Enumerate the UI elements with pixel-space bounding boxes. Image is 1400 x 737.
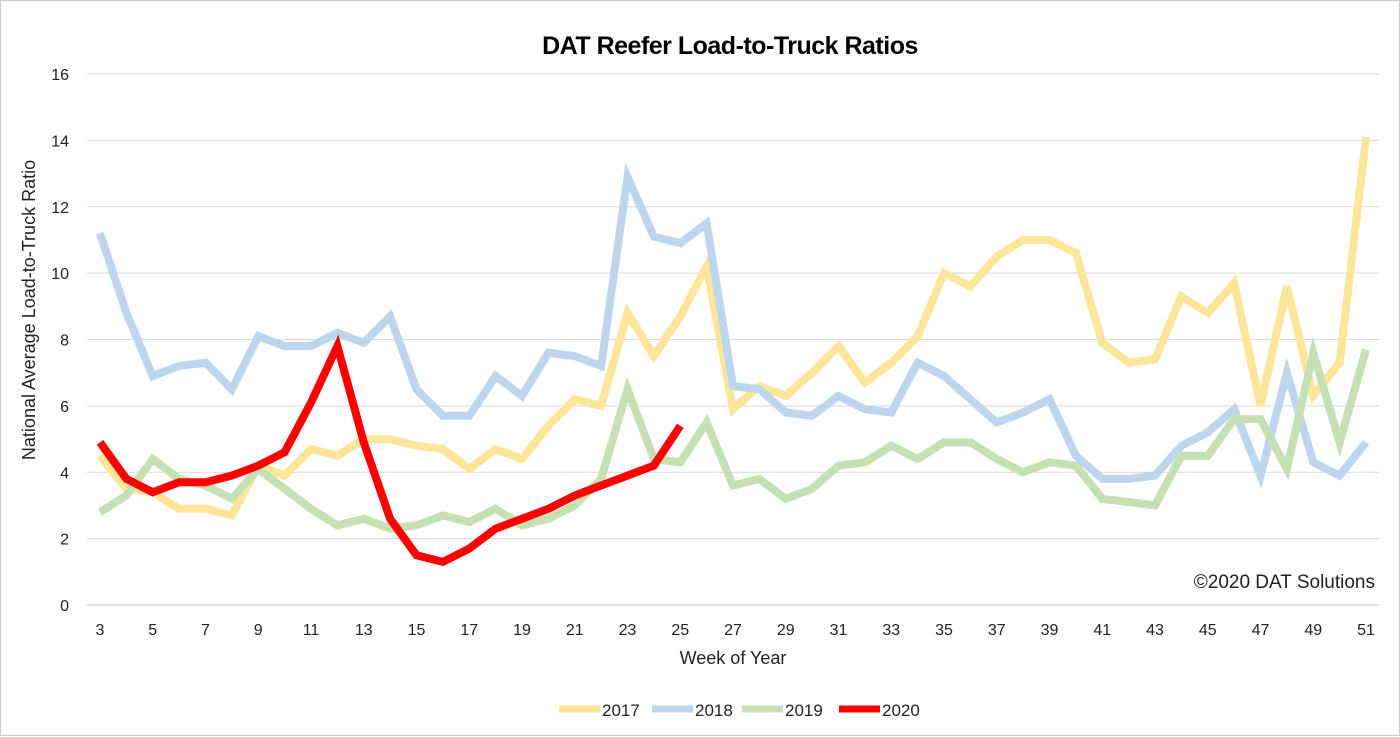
x-tick-label: 35 bbox=[935, 622, 953, 639]
y-axis-ticks: 0 2 4 6 8 10 12 14 16 bbox=[51, 67, 69, 615]
series-line-2019 bbox=[97, 336, 1370, 533]
x-tick-label: 27 bbox=[724, 622, 742, 639]
x-axis-ticks: 3 5 7 9 11 13 15 17 19 21 23 25 27 29 31 33 35 37 39 41 43 45… bbox=[96, 622, 1375, 639]
x-tick-label: 43 bbox=[1146, 622, 1164, 639]
x-tick-label: 37 bbox=[988, 622, 1006, 639]
legend-label-2019: 2019 bbox=[785, 701, 823, 720]
series-line-2020 bbox=[96, 334, 684, 567]
x-tick-label: 47 bbox=[1252, 622, 1270, 639]
x-tick-label: 3 bbox=[96, 622, 105, 639]
x-tick-label: 15 bbox=[408, 622, 426, 639]
x-tick-label: 21 bbox=[566, 622, 584, 639]
y-axis-title: National Average Load-to-Truck Ratio bbox=[19, 160, 39, 460]
x-tick-label: 49 bbox=[1304, 622, 1322, 639]
legend-label-2017: 2017 bbox=[602, 701, 640, 720]
series-lines bbox=[96, 136, 1370, 567]
x-tick-label: 51 bbox=[1357, 622, 1375, 639]
x-tick-label: 13 bbox=[355, 622, 373, 639]
x-tick-label: 31 bbox=[830, 622, 848, 639]
series-line-2017 bbox=[96, 136, 1370, 521]
x-tick-label: 29 bbox=[777, 622, 795, 639]
x-tick-label: 41 bbox=[1093, 622, 1111, 639]
x-tick-label: 17 bbox=[460, 622, 478, 639]
legend: 2017 2018 2019 2020 bbox=[559, 701, 920, 720]
x-tick-label: 11 bbox=[303, 622, 320, 639]
x-tick-label: 33 bbox=[882, 622, 900, 639]
copyright-credit: ©2020 DAT Solutions bbox=[1194, 572, 1375, 593]
x-tick-label: 45 bbox=[1199, 622, 1217, 639]
series-line-2018 bbox=[96, 162, 1370, 489]
gridlines bbox=[87, 73, 1379, 606]
legend-label-2020: 2020 bbox=[882, 701, 920, 720]
y-tick-label: 2 bbox=[60, 532, 69, 549]
legend-label-2018: 2018 bbox=[695, 701, 733, 720]
x-tick-label: 7 bbox=[201, 622, 210, 639]
x-tick-label: 25 bbox=[671, 622, 689, 639]
x-tick-label: 23 bbox=[619, 622, 637, 639]
y-tick-label: 14 bbox=[51, 133, 69, 150]
x-tick-label: 39 bbox=[1041, 622, 1059, 639]
x-tick-label: 9 bbox=[254, 622, 263, 639]
y-tick-label: 4 bbox=[60, 465, 69, 482]
x-tick-label: 5 bbox=[148, 622, 157, 639]
y-tick-label: 6 bbox=[60, 399, 69, 416]
y-tick-label: 0 bbox=[60, 598, 69, 615]
y-tick-label: 8 bbox=[60, 333, 69, 350]
x-tick-label: 19 bbox=[513, 622, 531, 639]
y-tick-label: 12 bbox=[51, 200, 69, 217]
x-axis-title: Week of Year bbox=[680, 648, 787, 668]
y-tick-label: 16 bbox=[51, 67, 69, 84]
y-tick-label: 10 bbox=[51, 266, 69, 283]
chart-title: DAT Reefer Load-to-Truck Ratios bbox=[542, 32, 918, 60]
